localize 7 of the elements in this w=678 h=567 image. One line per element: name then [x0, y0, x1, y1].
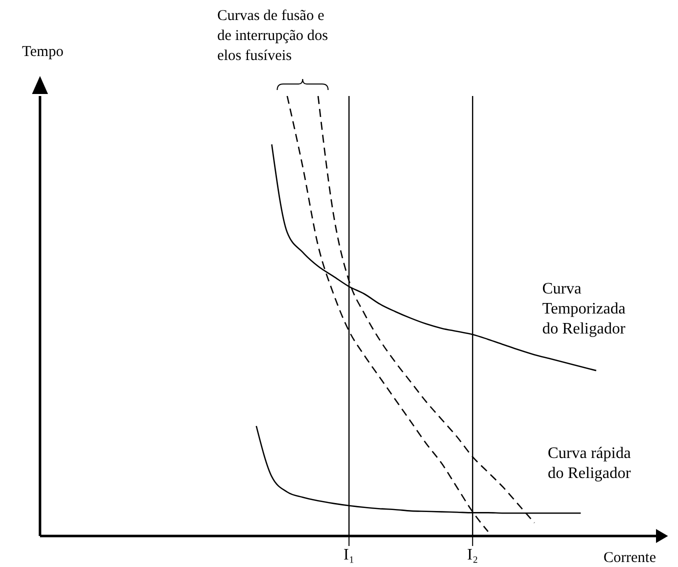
text: Curvas de fusão e de interrupção dos elos fusíveis — [217, 8, 328, 64]
y-axis-title: Tempo — [22, 44, 64, 61]
series-label: Curva rápida do Religador — [548, 445, 632, 482]
x-axis-title: Corrente — [604, 550, 656, 567]
x-tick-label: I₂ — [467, 546, 478, 564]
x-tick-label: I₁ — [344, 546, 354, 564]
series-label: Curva Temporizada do Religador — [542, 280, 626, 338]
